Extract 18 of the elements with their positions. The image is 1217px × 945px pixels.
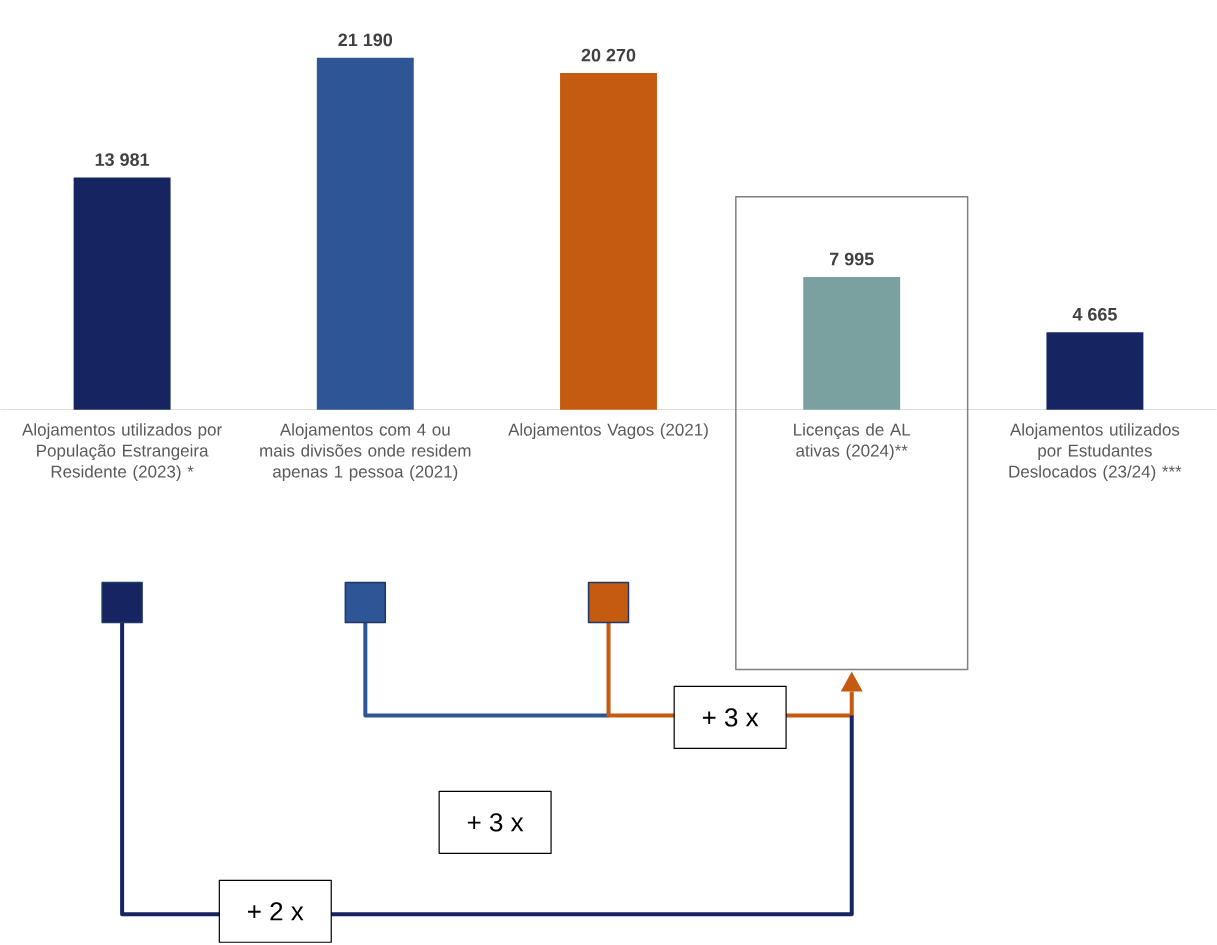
x-tick-label: Alojamentos com 4 ou mais divisões onde residem apenas 1 pessoa (2021) — [260, 423, 471, 481]
bar — [803, 276, 901, 410]
x-tick-label: Alojamentos utilizados por Estudantes Deslocados (23/24) *** — [1009, 423, 1182, 481]
text: + 3 x — [702, 708, 759, 727]
bar — [1046, 332, 1144, 410]
data-label: 13 981 — [95, 153, 150, 166]
data-label: 21 190 — [338, 33, 393, 47]
bar — [73, 177, 171, 410]
data-label: 4 665 — [1072, 307, 1117, 321]
bar — [316, 57, 414, 410]
bar — [560, 72, 657, 410]
data-label: 20 270 — [581, 48, 636, 62]
text: + 2 x — [248, 902, 304, 921]
x-tick-label: Alojamentos Vagos (2021) — [508, 423, 708, 439]
x-tick-label: Licenças de AL ativas (2024)** — [794, 423, 911, 460]
data-label: 7 995 — [829, 252, 874, 266]
x-tick-label: Alojamentos utilizados por População Estrangeira Residente (2023) * — [22, 423, 222, 481]
text: + 3 x — [467, 813, 524, 832]
